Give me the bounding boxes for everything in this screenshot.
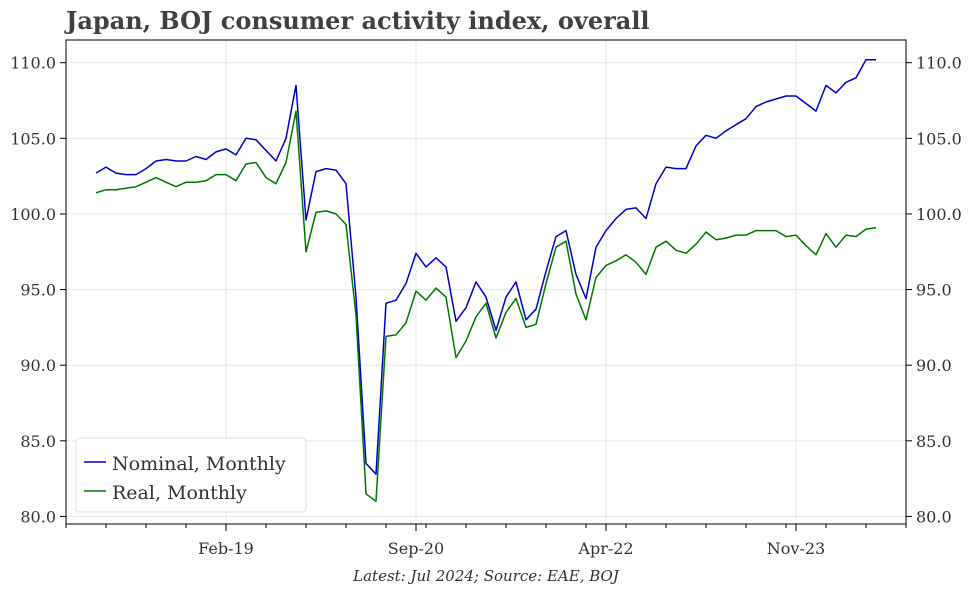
series-line-real [95,110,877,503]
x-tick-label: Nov-23 [767,539,825,558]
x-tick-label: Apr-22 [577,539,633,558]
y-tick-label-left: 80.0 [20,507,56,526]
y-tick-label-left: 110.0 [10,54,56,73]
plot-frame [65,39,907,525]
legend: Nominal, Monthly Real, Monthly [75,437,307,513]
source-note: Latest: Jul 2024; Source: EAE, BOJ [353,567,619,585]
legend-label-real: Real, Monthly [112,482,247,504]
y-tick-label-right: 90.0 [916,356,952,375]
gridlines [66,40,906,524]
legend-label-nominal: Nominal, Monthly [112,453,286,475]
y-tick-label-right: 80.0 [916,507,952,526]
axis-ticks: 80.0 80.0 85.0 85.0 90.0 90.0 95.0 95.0 100.0 100… [10,54,962,558]
y-tick-label-right: 85.0 [916,432,952,451]
x-tick-label: Feb-19 [198,539,254,558]
y-tick-label-right: 100.0 [916,205,962,224]
y-tick-label-right: 110.0 [916,54,962,73]
y-tick-label-right: 105.0 [916,129,962,148]
series-line-nominal [95,58,876,475]
x-tick-label: Sep-20 [388,539,444,558]
y-tick-label-left: 100.0 [10,205,56,224]
chart-title: Japan, BOJ consumer activity index, over… [66,6,650,35]
y-tick-label-left: 90.0 [20,356,56,375]
series-lines [95,58,877,503]
y-tick-label-left: 85.0 [20,432,56,451]
y-tick-label-left: 105.0 [10,129,56,148]
y-tick-label-right: 95.0 [916,281,952,300]
y-tick-label-left: 95.0 [20,281,56,300]
legend-box [75,437,307,513]
